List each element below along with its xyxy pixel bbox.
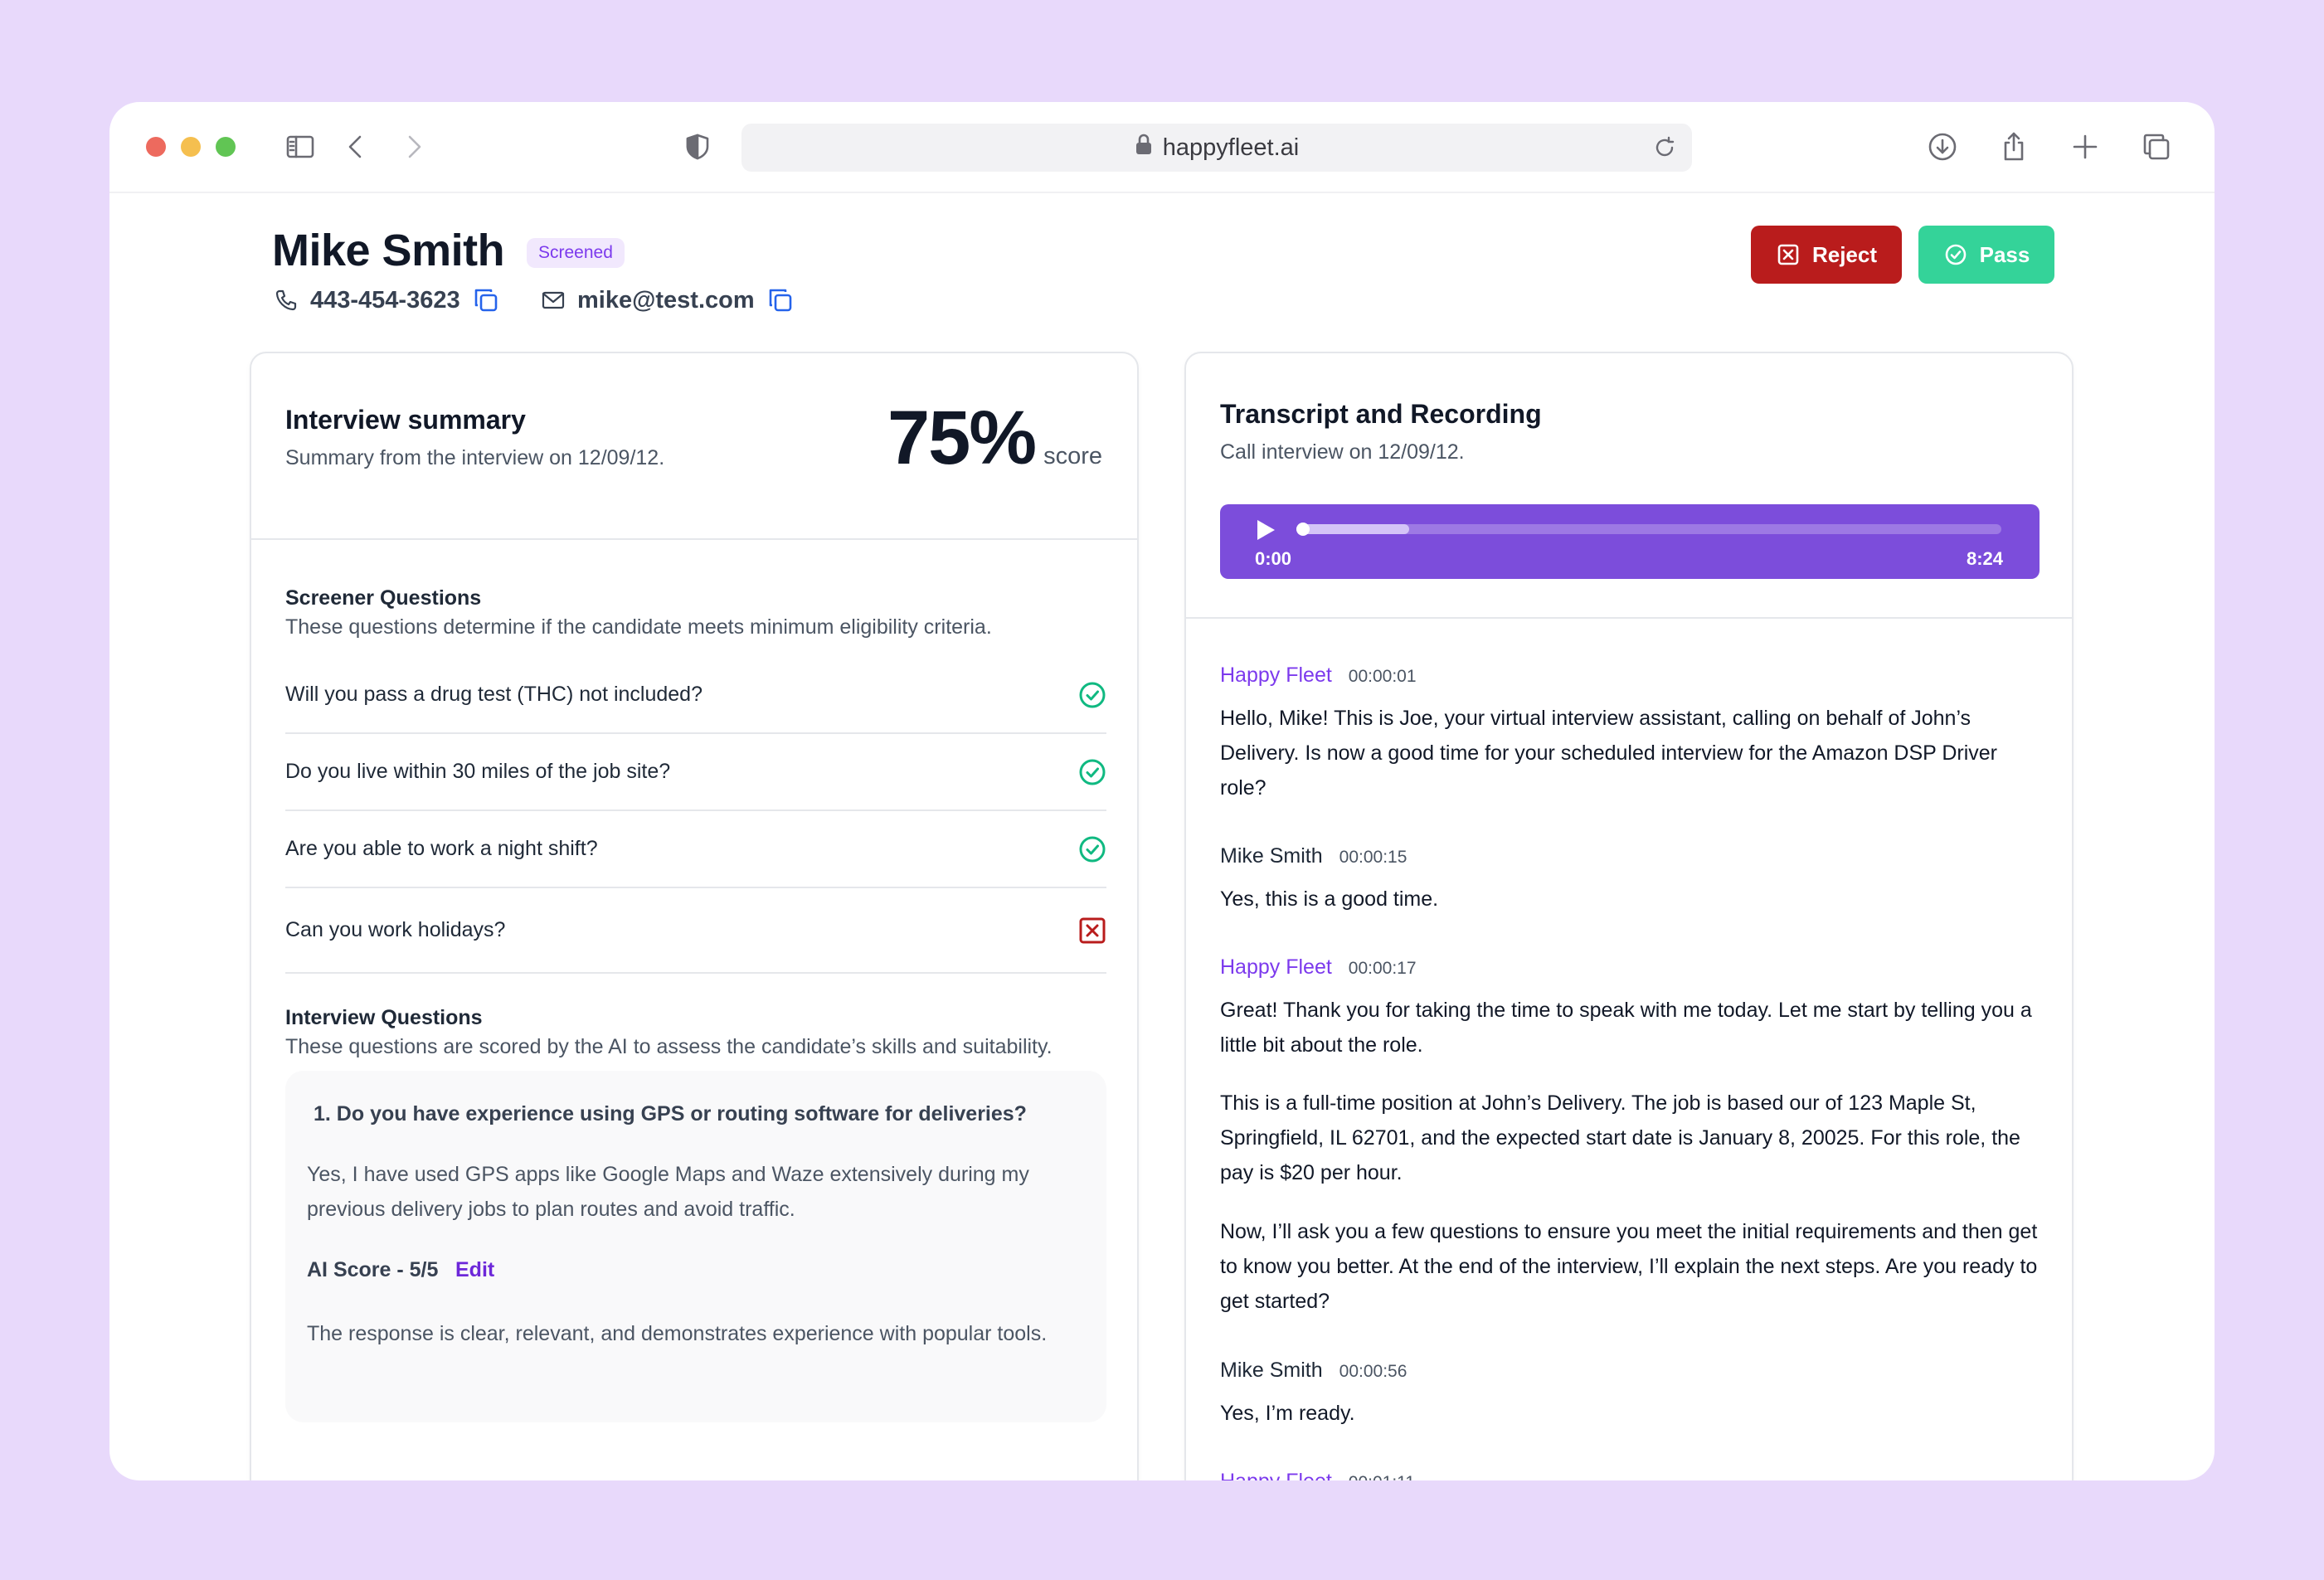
message-header: Happy Fleet 00:00:01 [1220, 664, 1417, 688]
buffer-fill [1296, 524, 1409, 534]
copy-email-icon[interactable] [766, 286, 795, 314]
x-square-icon [1777, 244, 1799, 265]
score-value: 75% [887, 396, 1037, 480]
speaker-name: Mike Smith [1220, 1359, 1323, 1382]
edit-score-link[interactable]: Edit [455, 1258, 495, 1281]
phone-icon [275, 289, 297, 311]
message-time: 00:00:17 [1348, 959, 1417, 978]
copy-phone-icon[interactable] [472, 286, 500, 314]
phone-number: 443-454-3623 [310, 286, 460, 314]
speaker-name: Happy Fleet [1220, 955, 1332, 979]
interview-question-text: 1. Do you have experience using GPS or r… [314, 1102, 1027, 1125]
browser-toolbar: happyfleet.ai [109, 102, 2215, 193]
transcript-subtitle: Call interview on 12/09/12. [1220, 440, 1465, 464]
mail-icon [542, 291, 565, 309]
screener-title: Screener Questions [285, 586, 482, 610]
check-circle-icon [1079, 682, 1106, 707]
browser-window: happyfleet.ai Mike Smith Screened 443-45… [109, 102, 2215, 1480]
check-circle-icon [1079, 759, 1106, 785]
audio-player[interactable]: 0:00 8:24 [1220, 504, 2040, 579]
screener-question-row: Can you work holidays? [285, 888, 1106, 974]
message-text: Yes, I’m ready. [1220, 1402, 1355, 1425]
forward-icon[interactable] [395, 129, 431, 165]
message-text: Hello, Mike! This is Joe, your virtual i… [1220, 707, 1997, 800]
screener-question-row: Do you live within 30 miles of the job s… [285, 734, 1106, 811]
address-bar[interactable]: happyfleet.ai [741, 124, 1692, 172]
message-text: Yes, this is a good time. [1220, 887, 1439, 911]
candidate-name: Mike Smith [272, 226, 505, 275]
message-header: Happy Fleet 00:01:11 [1220, 1470, 1415, 1480]
message-text: Great! Thank you for taking the time to … [1220, 999, 2032, 1057]
interview-summary-card: Interview summary Summary from the inter… [250, 352, 1139, 1480]
summary-divider [251, 538, 1137, 540]
back-icon[interactable] [338, 129, 375, 165]
check-circle-icon [1945, 244, 1966, 265]
reject-button[interactable]: Reject [1751, 226, 1902, 284]
interview-question-card: 1. Do you have experience using GPS or r… [285, 1071, 1106, 1422]
screener-question-text: Do you live within 30 miles of the job s… [285, 760, 671, 783]
screener-question-text: Can you work holidays? [285, 918, 506, 941]
speaker-name: Mike Smith [1220, 844, 1323, 868]
screener-question-row: Are you able to work a night shift? [285, 811, 1106, 888]
progress-track[interactable] [1296, 523, 2001, 536]
lock-icon [1135, 134, 1153, 162]
minimize-window-button[interactable] [181, 137, 201, 157]
ai-score-note: The response is clear, relevant, and dem… [307, 1322, 1048, 1345]
message-header: Mike Smith 00:00:56 [1220, 1359, 1407, 1383]
message-time: 00:01:11 [1349, 1473, 1415, 1480]
score-label: score [1043, 443, 1102, 469]
transcript-card: Transcript and Recording Call interview … [1184, 352, 2074, 1480]
shield-icon[interactable] [679, 129, 716, 165]
phone-contact: 443-454-3623 [274, 286, 500, 314]
share-icon[interactable] [1996, 129, 2032, 165]
check-circle-icon [1079, 836, 1106, 862]
play-icon [1257, 520, 1275, 540]
transcript-title: Transcript and Recording [1220, 399, 1542, 429]
maximize-window-button[interactable] [216, 137, 236, 157]
tabs-overview-icon[interactable] [2138, 129, 2175, 165]
x-square-icon [1079, 917, 1106, 943]
screener-question-row: Will you pass a drug test (THC) not incl… [285, 657, 1106, 734]
message-text: Now, I’ll ask you a few questions to ens… [1220, 1220, 2038, 1313]
interview-questions-title: Interview Questions [285, 1006, 483, 1029]
close-window-button[interactable] [146, 137, 166, 157]
current-time: 0:00 [1255, 548, 1292, 569]
email-contact: mike@test.com [541, 286, 795, 314]
play-button[interactable] [1255, 518, 1276, 546]
interview-questions-description: These questions are scored by the AI to … [285, 1035, 1053, 1058]
duration: 8:24 [1966, 548, 2003, 569]
download-icon[interactable] [1924, 129, 1961, 165]
interview-answer-text: Yes, I have used GPS apps like Google Ma… [307, 1163, 1029, 1221]
sidebar-icon[interactable] [282, 129, 318, 165]
screener-question-text: Will you pass a drug test (THC) not incl… [285, 683, 703, 706]
screener-description: These questions determine if the candida… [285, 615, 992, 639]
summary-title: Interview summary [285, 405, 526, 435]
url-text: happyfleet.ai [1162, 134, 1300, 161]
summary-subtitle: Summary from the interview on 12/09/12. [285, 446, 665, 469]
message-header: Happy Fleet 00:00:17 [1220, 955, 1417, 980]
progress-knob[interactable] [1296, 523, 1310, 536]
pass-label: Pass [1979, 241, 2030, 267]
message-time: 00:00:01 [1348, 667, 1417, 686]
status-badge: Screened [527, 238, 625, 268]
new-tab-icon[interactable] [2067, 129, 2103, 165]
reject-label: Reject [1811, 241, 1878, 267]
ai-score: AI Score - 5/5 [307, 1258, 439, 1281]
email-address: mike@test.com [577, 286, 755, 314]
message-header: Mike Smith 00:00:15 [1220, 844, 1407, 868]
reload-icon[interactable] [1652, 135, 1677, 167]
message-time: 00:00:15 [1339, 848, 1408, 867]
pass-button[interactable]: Pass [1918, 226, 2054, 284]
message-time: 00:00:56 [1339, 1362, 1408, 1381]
transcript-divider [1186, 617, 2072, 619]
speaker-name: Happy Fleet [1220, 1470, 1332, 1480]
screener-question-text: Are you able to work a night shift? [285, 837, 598, 860]
speaker-name: Happy Fleet [1220, 664, 1332, 687]
message-text: This is a full-time position at John’s D… [1220, 1091, 2020, 1184]
score-display: 75% score [887, 395, 1102, 482]
